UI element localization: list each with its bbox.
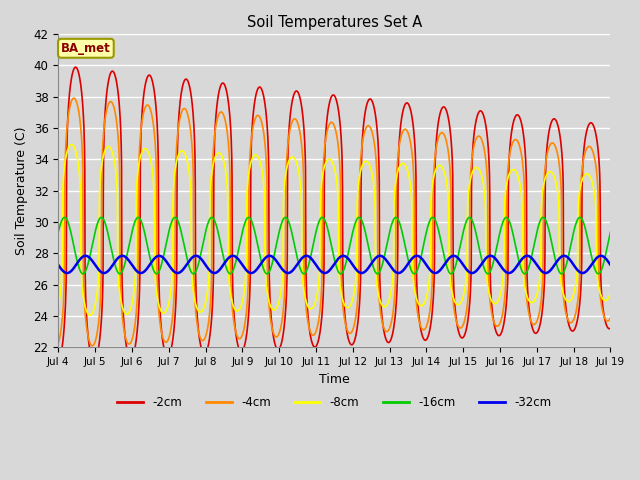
-8cm (83, 309, 91, 314)
Line: -8cm: -8cm (58, 144, 611, 315)
-32cm (490, 254, 497, 260)
-8cm (591, 192, 598, 198)
-2cm (591, 125, 598, 131)
-8cm (591, 195, 599, 201)
Line: -16cm: -16cm (58, 217, 611, 274)
-8cm (490, 300, 497, 306)
-8cm (54, 303, 62, 309)
X-axis label: Time: Time (319, 373, 349, 386)
-16cm (83, 266, 90, 272)
-4cm (323, 128, 331, 133)
-16cm (591, 266, 598, 272)
-32cm (607, 262, 614, 268)
-32cm (118, 253, 126, 259)
-4cm (88, 343, 96, 349)
-2cm (323, 116, 331, 121)
Title: Soil Temperatures Set A: Soil Temperatures Set A (247, 15, 422, 30)
-16cm (308, 246, 316, 252)
Line: -4cm: -4cm (58, 98, 611, 346)
-16cm (591, 266, 599, 272)
-16cm (323, 224, 331, 229)
-32cm (591, 257, 598, 263)
-4cm (70, 95, 77, 101)
-32cm (591, 257, 599, 263)
-8cm (309, 305, 317, 311)
-16cm (97, 215, 105, 220)
-8cm (607, 290, 614, 296)
-16cm (490, 259, 497, 264)
-16cm (54, 229, 62, 235)
-2cm (591, 126, 598, 132)
Text: BA_met: BA_met (61, 42, 111, 55)
Line: -32cm: -32cm (58, 256, 611, 273)
-4cm (591, 157, 599, 163)
-2cm (490, 316, 497, 322)
-4cm (309, 332, 317, 338)
-16cm (607, 229, 614, 235)
-32cm (323, 270, 331, 276)
-2cm (83, 317, 91, 323)
-32cm (468, 270, 476, 276)
-4cm (83, 325, 91, 331)
-4cm (591, 156, 598, 162)
-4cm (607, 315, 614, 321)
-32cm (54, 262, 62, 268)
-2cm (308, 341, 316, 347)
-2cm (607, 325, 614, 331)
-16cm (447, 271, 455, 276)
-2cm (54, 360, 62, 365)
Line: -2cm: -2cm (58, 67, 611, 362)
-4cm (490, 318, 497, 324)
-32cm (83, 253, 90, 259)
-8cm (323, 157, 331, 163)
-8cm (68, 142, 76, 147)
-8cm (86, 312, 94, 318)
-2cm (72, 64, 79, 70)
Y-axis label: Soil Temperature (C): Soil Temperature (C) (15, 126, 28, 255)
-4cm (54, 340, 62, 346)
-32cm (308, 257, 316, 263)
Legend: -2cm, -4cm, -8cm, -16cm, -32cm: -2cm, -4cm, -8cm, -16cm, -32cm (112, 391, 557, 414)
